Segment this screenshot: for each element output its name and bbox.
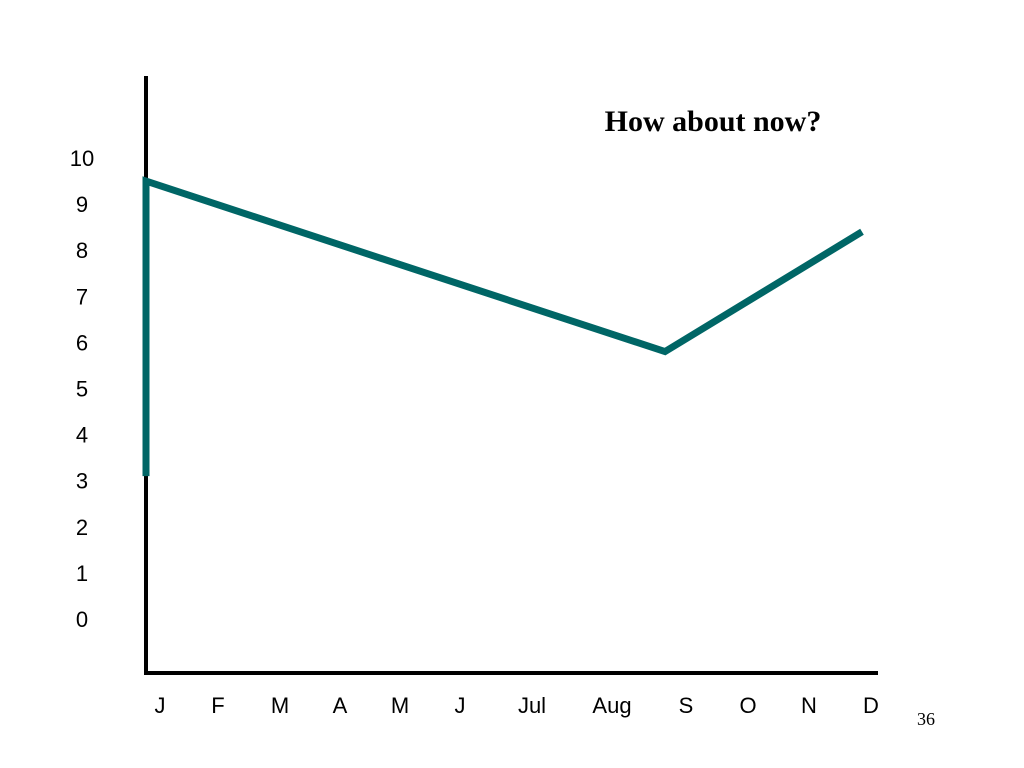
y-tick-label: 8 <box>76 238 88 263</box>
y-tick-label: 10 <box>70 146 94 171</box>
x-tick-label: A <box>333 693 348 718</box>
y-tick-label: 1 <box>76 561 88 586</box>
x-tick-label: M <box>391 693 409 718</box>
page-number: 36 <box>917 709 935 729</box>
y-tick-label: 4 <box>76 423 88 448</box>
x-tick-label: Jul <box>518 693 546 718</box>
x-tick-label: Aug <box>592 693 631 718</box>
y-tick-label: 7 <box>76 284 88 309</box>
y-tick-label: 5 <box>76 377 88 402</box>
y-tick-label: 3 <box>76 469 88 494</box>
x-tick-label: J <box>455 693 466 718</box>
chart-title: How about now? <box>605 105 822 138</box>
series-line <box>142 176 864 477</box>
x-tick-label: F <box>211 693 224 718</box>
x-tick-label: J <box>155 693 166 718</box>
y-tick-label: 6 <box>76 330 88 355</box>
x-tick-label: O <box>739 693 756 718</box>
x-tick-label: M <box>271 693 289 718</box>
series-group <box>142 176 864 477</box>
y-tick-label: 2 <box>76 515 88 540</box>
y-tick-label: 0 <box>76 607 88 632</box>
y-tick-label: 9 <box>76 192 88 217</box>
x-tick-label: S <box>679 693 694 718</box>
x-tick-label: N <box>801 693 817 718</box>
x-tick-label: D <box>863 693 879 718</box>
y-tick-labels: 0 1 2 3 4 5 6 7 8 9 10 <box>70 146 94 632</box>
x-tick-labels: J F M A M J Jul Aug S O N D <box>155 693 879 718</box>
